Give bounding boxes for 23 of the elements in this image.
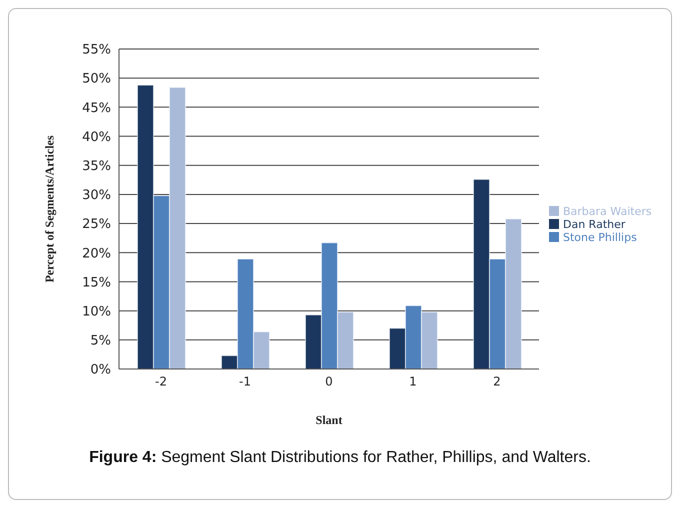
x-tick-label: -2 (155, 374, 167, 389)
legend-label: Dan Rather (563, 218, 626, 230)
x-tick-label: 2 (493, 374, 501, 389)
y-tick-label: 15% (82, 275, 111, 290)
x-tick-label: -1 (239, 374, 251, 389)
y-tick-label: 10% (82, 304, 111, 320)
y-tick-label: 50% (82, 72, 111, 87)
y-tick-label: 55% (82, 42, 111, 58)
y-tick-label: 20% (82, 246, 111, 262)
y-tick-label: 35% (82, 158, 111, 174)
x-tick-label: 1 (409, 374, 417, 389)
x-tick-label: 0 (325, 374, 333, 389)
y-tick-label: 5% (90, 334, 111, 349)
caption: Figure 4: Segment Slant Distributions for Rather, Phillips, and Walters. (89, 449, 591, 466)
y-tick-label: 30% (82, 188, 111, 204)
legend-label: Stone Phillips (563, 230, 637, 244)
y-tick-label: 45% (82, 100, 111, 116)
y-tick-label: 40% (82, 130, 111, 145)
legend-label: Barbara Waiters (563, 204, 652, 218)
x-axis-title: Slant (316, 413, 342, 427)
y-tick-label: 0% (90, 362, 111, 378)
y-tick-label: 25% (82, 217, 111, 232)
y-axis-title: Percept of Segments/Articles (42, 135, 56, 283)
